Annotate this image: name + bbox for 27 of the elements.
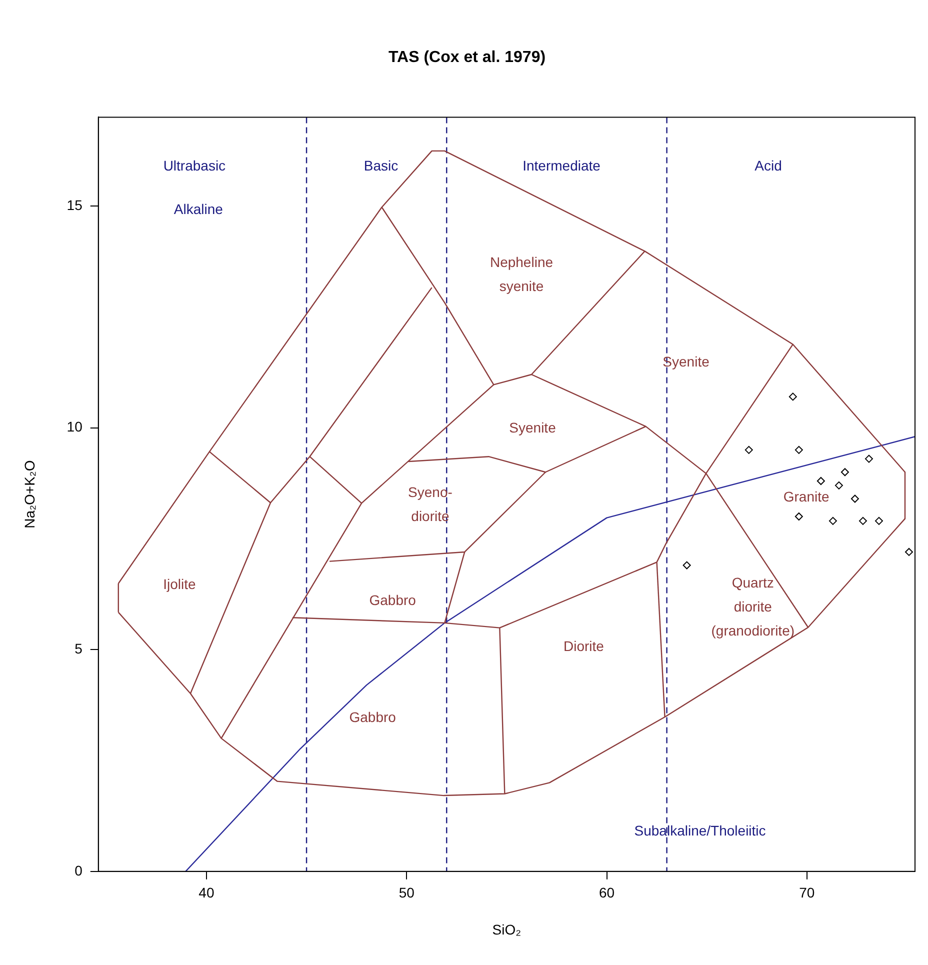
annotation: Nepheline syenite xyxy=(490,254,554,294)
y-tick-label: 15 xyxy=(66,196,83,213)
annotation: Syenite xyxy=(509,420,556,436)
annotation: Basic xyxy=(364,158,398,174)
chart-title: TAS (Cox et al. 1979) xyxy=(388,49,546,66)
x-tick-label: 50 xyxy=(398,884,415,901)
y-tick-label: 5 xyxy=(74,640,83,656)
x-axis-title: SiO₂ xyxy=(492,921,522,938)
y-axis-title: Na₂O+K₂O xyxy=(21,460,38,528)
annotation: Syenite xyxy=(662,353,710,370)
annotation: Ultrabasic xyxy=(163,158,226,174)
annotation: Gabbro xyxy=(349,708,396,725)
x-tick-label: 60 xyxy=(598,884,615,901)
annotation: Diorite xyxy=(564,638,604,654)
annotation: Subalkaline/Tholeiitic xyxy=(634,822,766,838)
annotation: Granite xyxy=(783,488,830,505)
annotation: Acid xyxy=(754,158,782,174)
annotation: Gabbro xyxy=(369,592,416,608)
y-tick-label: 10 xyxy=(66,418,83,435)
annotation: Intermediate xyxy=(522,158,601,174)
annotation: Alkaline xyxy=(174,200,224,217)
annotation: Ijolite xyxy=(163,576,196,592)
x-tick-label: 40 xyxy=(198,884,214,901)
annotation: Quartz diorite (granodiorite) xyxy=(711,574,795,638)
annotation: Syeno- diorite xyxy=(408,484,453,524)
y-tick-label: 0 xyxy=(74,862,83,878)
x-tick-label: 70 xyxy=(799,884,815,901)
